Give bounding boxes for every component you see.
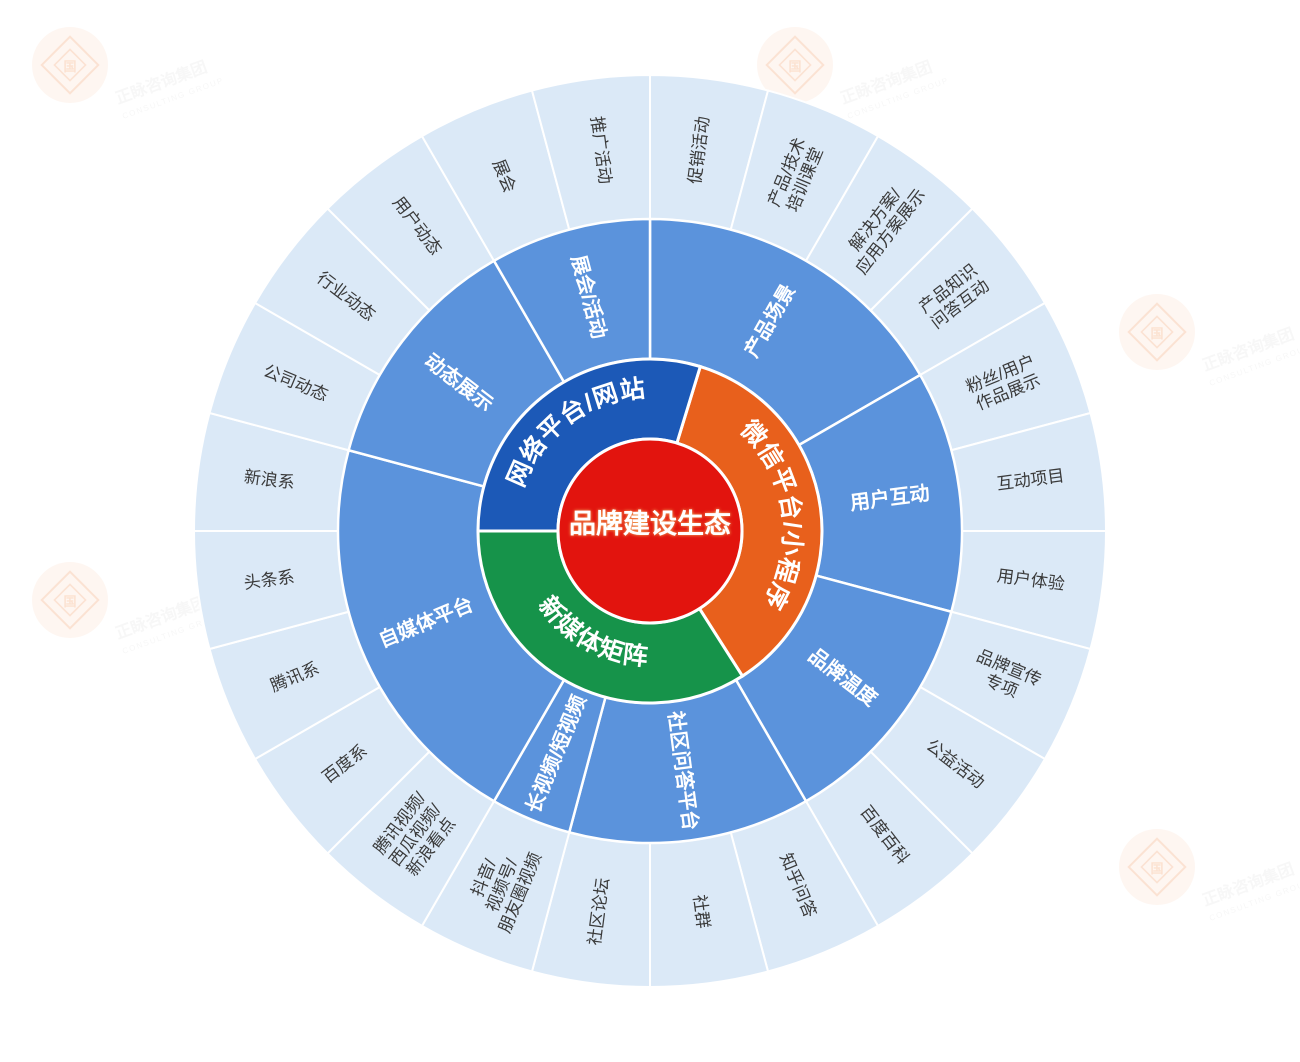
svg-text:品牌建设生态: 品牌建设生态 (569, 509, 731, 539)
